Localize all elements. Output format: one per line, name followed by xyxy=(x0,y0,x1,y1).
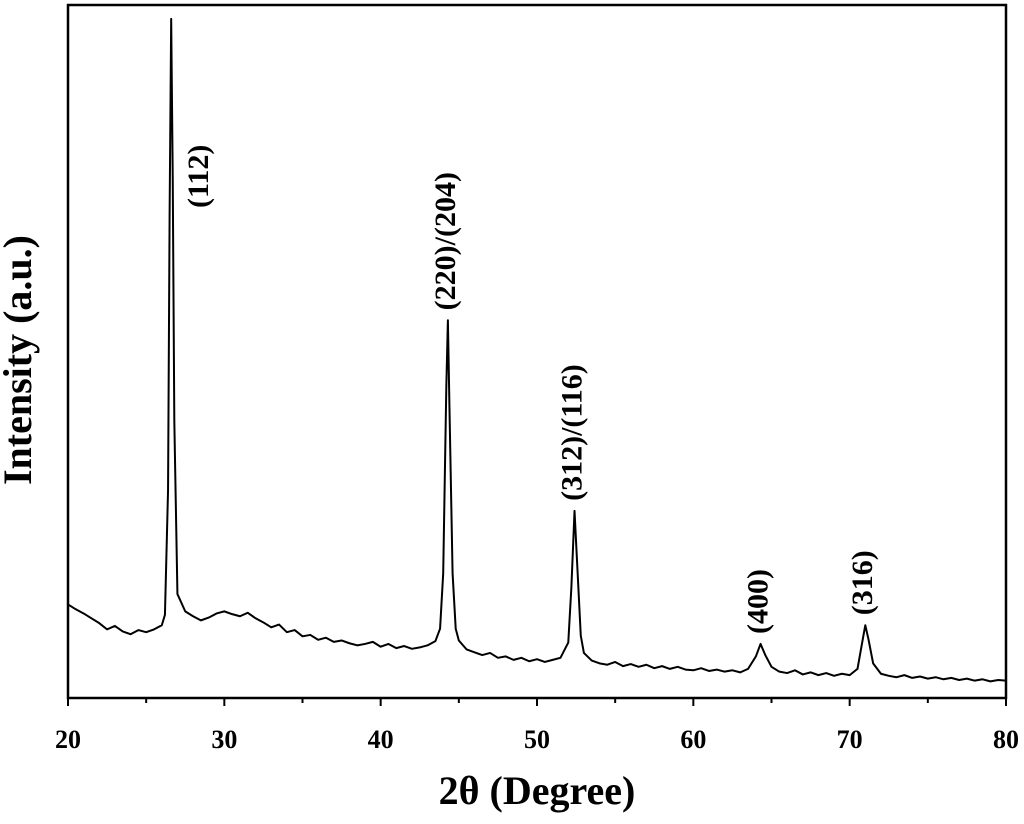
x-tick-label: 70 xyxy=(837,725,863,754)
x-tick-label: 20 xyxy=(55,725,81,754)
x-tick-label: 80 xyxy=(993,725,1019,754)
peak-label: (220)/(204) xyxy=(429,172,462,310)
peak-label: (400) xyxy=(741,569,774,634)
xrd-line xyxy=(67,17,1007,683)
peak-label: (312)/(116) xyxy=(555,364,588,501)
peak-label: (112) xyxy=(182,145,215,208)
y-axis-label: Intensity (a.u.) xyxy=(0,235,40,485)
x-tick-label: 50 xyxy=(524,725,550,754)
x-tick-label: 30 xyxy=(211,725,237,754)
x-tick-label: 60 xyxy=(680,725,706,754)
peak-label: (316) xyxy=(846,550,879,615)
x-tick-label: 40 xyxy=(368,725,394,754)
x-axis-label: 2θ (Degree) xyxy=(439,768,636,813)
